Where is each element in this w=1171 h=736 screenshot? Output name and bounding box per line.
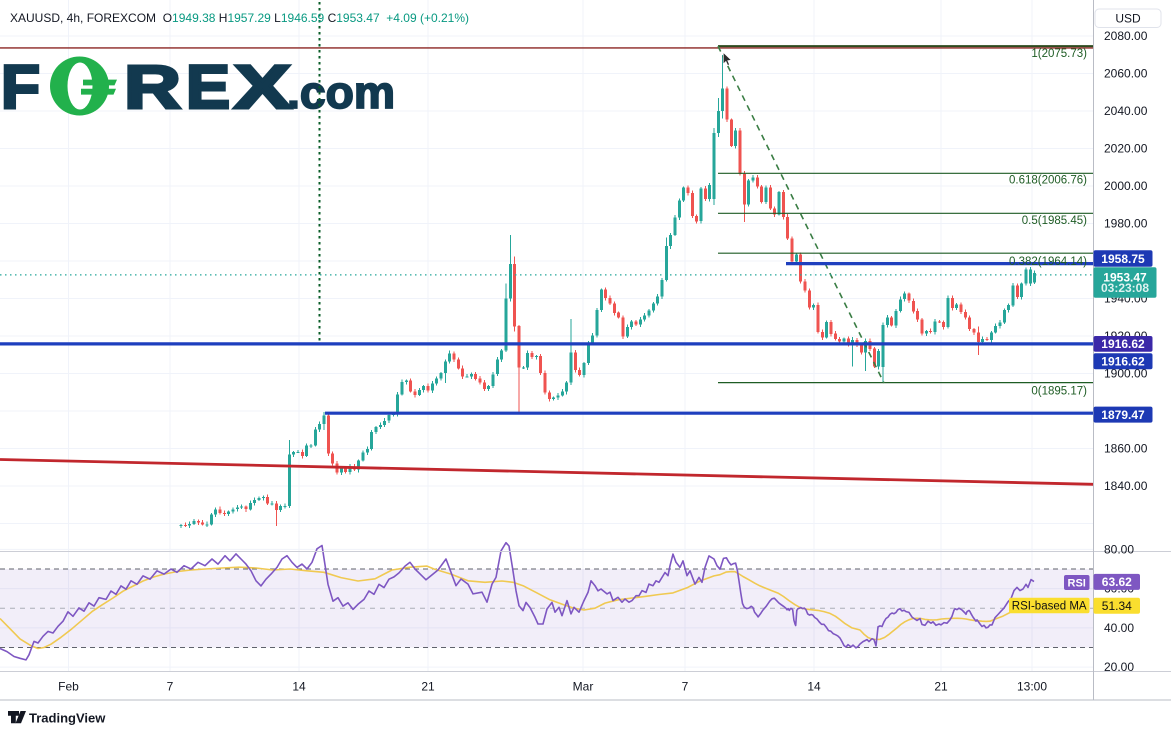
svg-text:0.382(1964.14): 0.382(1964.14)	[1009, 256, 1087, 268]
svg-text:0.5(1985.45): 0.5(1985.45)	[1022, 215, 1087, 227]
svg-text:X: X	[234, 53, 291, 121]
svg-text:21: 21	[934, 680, 948, 694]
svg-text:1879.47: 1879.47	[1101, 408, 1145, 422]
svg-text:13:00: 13:00	[1017, 680, 1047, 694]
svg-text:1916.62: 1916.62	[1101, 355, 1145, 369]
svg-text:1916.62: 1916.62	[1101, 337, 1145, 351]
svg-text:E: E	[186, 53, 230, 121]
svg-text:03:23:08: 03:23:08	[1101, 281, 1149, 295]
svg-text:0(1895.17): 0(1895.17)	[1031, 386, 1087, 398]
svg-text:7: 7	[167, 680, 174, 694]
svg-text:1860.00: 1860.00	[1104, 442, 1148, 456]
svg-text:1980.00: 1980.00	[1104, 217, 1148, 231]
svg-text:F: F	[1, 53, 40, 121]
svg-text:1958.75: 1958.75	[1101, 252, 1145, 266]
svg-text:1953.47: 1953.47	[1103, 271, 1147, 285]
svg-text:2020.00: 2020.00	[1104, 142, 1148, 156]
svg-text:14: 14	[807, 680, 821, 694]
svg-text:1840.00: 1840.00	[1104, 479, 1148, 493]
svg-text:2080.00: 2080.00	[1104, 29, 1148, 43]
svg-text:USD: USD	[1115, 12, 1141, 26]
svg-text:.com: .com	[287, 67, 395, 118]
svg-text:TradingView: TradingView	[29, 711, 106, 726]
svg-text:RSI-based MA: RSI-based MA	[1012, 601, 1087, 613]
svg-text:2060.00: 2060.00	[1104, 67, 1148, 81]
svg-text:1(2075.73): 1(2075.73)	[1031, 48, 1087, 60]
svg-text:2000.00: 2000.00	[1104, 179, 1148, 193]
svg-text:RSI: RSI	[1068, 578, 1086, 590]
svg-text:Feb: Feb	[58, 680, 79, 694]
svg-text:1900.00: 1900.00	[1104, 367, 1148, 381]
svg-text:7: 7	[682, 680, 689, 694]
svg-text:14: 14	[292, 680, 306, 694]
svg-text:R: R	[124, 53, 181, 121]
svg-text:2040.00: 2040.00	[1104, 104, 1148, 118]
svg-text:80.00: 80.00	[1104, 542, 1134, 556]
svg-text:21: 21	[421, 680, 435, 694]
svg-text:40.00: 40.00	[1104, 621, 1134, 635]
svg-text:0.618(2006.76): 0.618(2006.76)	[1009, 175, 1087, 187]
svg-text:20.00: 20.00	[1104, 660, 1134, 674]
svg-text:63.62: 63.62	[1102, 575, 1132, 589]
svg-text:Mar: Mar	[573, 680, 594, 694]
svg-text:XAUUSD, 4h, FOREXCOM O1949.38: XAUUSD, 4h, FOREXCOM O1949.38 H1957.29 L…	[10, 11, 469, 25]
svg-text:51.34: 51.34	[1102, 599, 1132, 613]
